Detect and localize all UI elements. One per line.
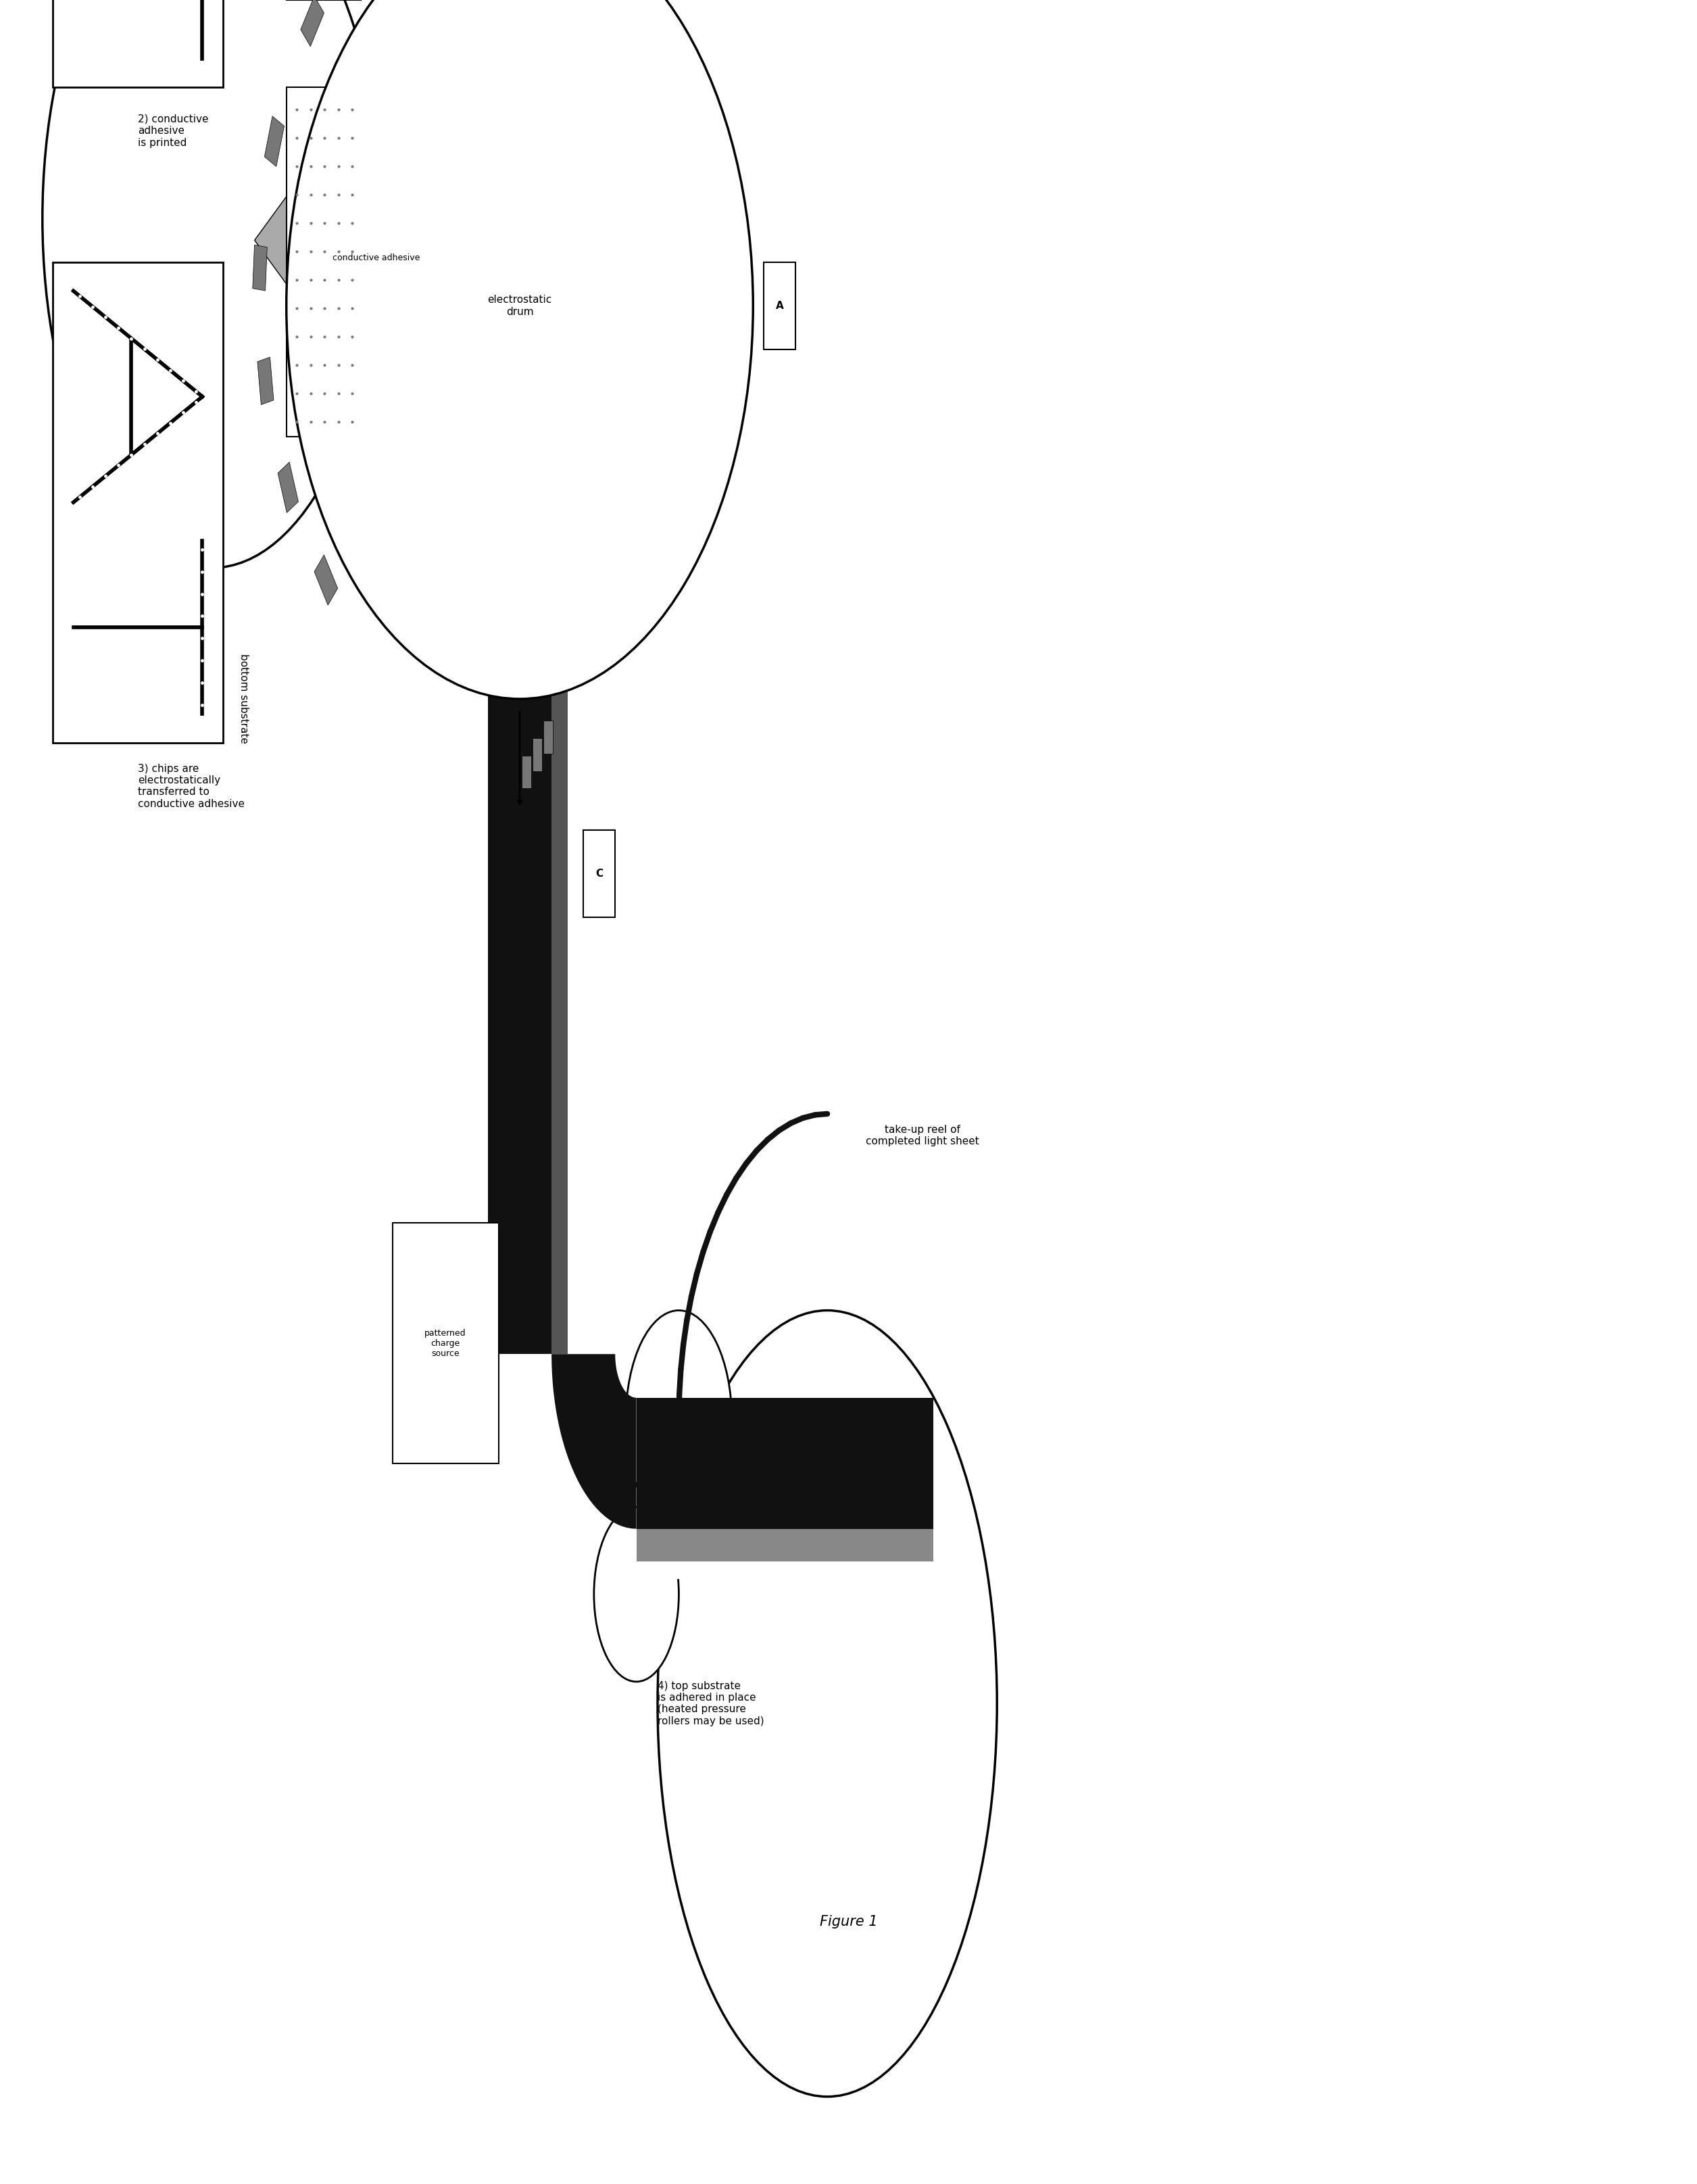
Text: take-up reel of
completed light sheet: take-up reel of completed light sheet — [865, 1125, 979, 1147]
Bar — [265, 116, 283, 166]
Bar — [636, 1398, 933, 1529]
Bar — [489, 0, 552, 1354]
Bar — [523, 756, 531, 788]
Text: bottom substrate: bottom substrate — [239, 653, 249, 745]
Bar — [287, 87, 360, 437]
Ellipse shape — [626, 1310, 731, 1529]
Bar — [314, 555, 338, 605]
Polygon shape — [552, 1354, 636, 1529]
Text: 3) chips are
electrostatically
transferred to
conductive adhesive: 3) chips are electrostatically transferr… — [137, 764, 244, 808]
Text: A: A — [776, 301, 784, 310]
Bar — [636, 1529, 933, 1562]
Bar — [584, 830, 616, 917]
Text: conductive adhesive: conductive adhesive — [333, 253, 421, 262]
Ellipse shape — [287, 0, 753, 699]
Text: C: C — [596, 869, 602, 878]
Ellipse shape — [594, 1507, 679, 1682]
Text: 2) conductive
adhesive
is printed: 2) conductive adhesive is printed — [137, 114, 209, 149]
Bar — [392, 1223, 499, 1463]
Ellipse shape — [42, 0, 382, 568]
Bar — [258, 358, 273, 404]
Bar — [533, 738, 541, 771]
Bar — [543, 721, 553, 753]
Ellipse shape — [658, 1310, 998, 2097]
Text: Figure 1: Figure 1 — [820, 1915, 877, 1928]
Text: patterned
charge
source: patterned charge source — [424, 1328, 467, 1358]
Text: 4) top substrate
is adhered in place
(heated pressure
rollers may be used): 4) top substrate is adhered in place (he… — [658, 1682, 764, 1725]
Text: electrostatic
drum: electrostatic drum — [487, 295, 552, 317]
Bar — [552, 0, 567, 1354]
Bar — [53, 0, 222, 87]
Bar — [253, 245, 266, 290]
Bar — [300, 0, 324, 46]
Bar — [278, 463, 299, 513]
Bar — [764, 262, 796, 349]
Bar — [636, 1562, 933, 1579]
Bar — [53, 262, 222, 743]
Bar — [360, 175, 489, 262]
Polygon shape — [255, 197, 287, 284]
